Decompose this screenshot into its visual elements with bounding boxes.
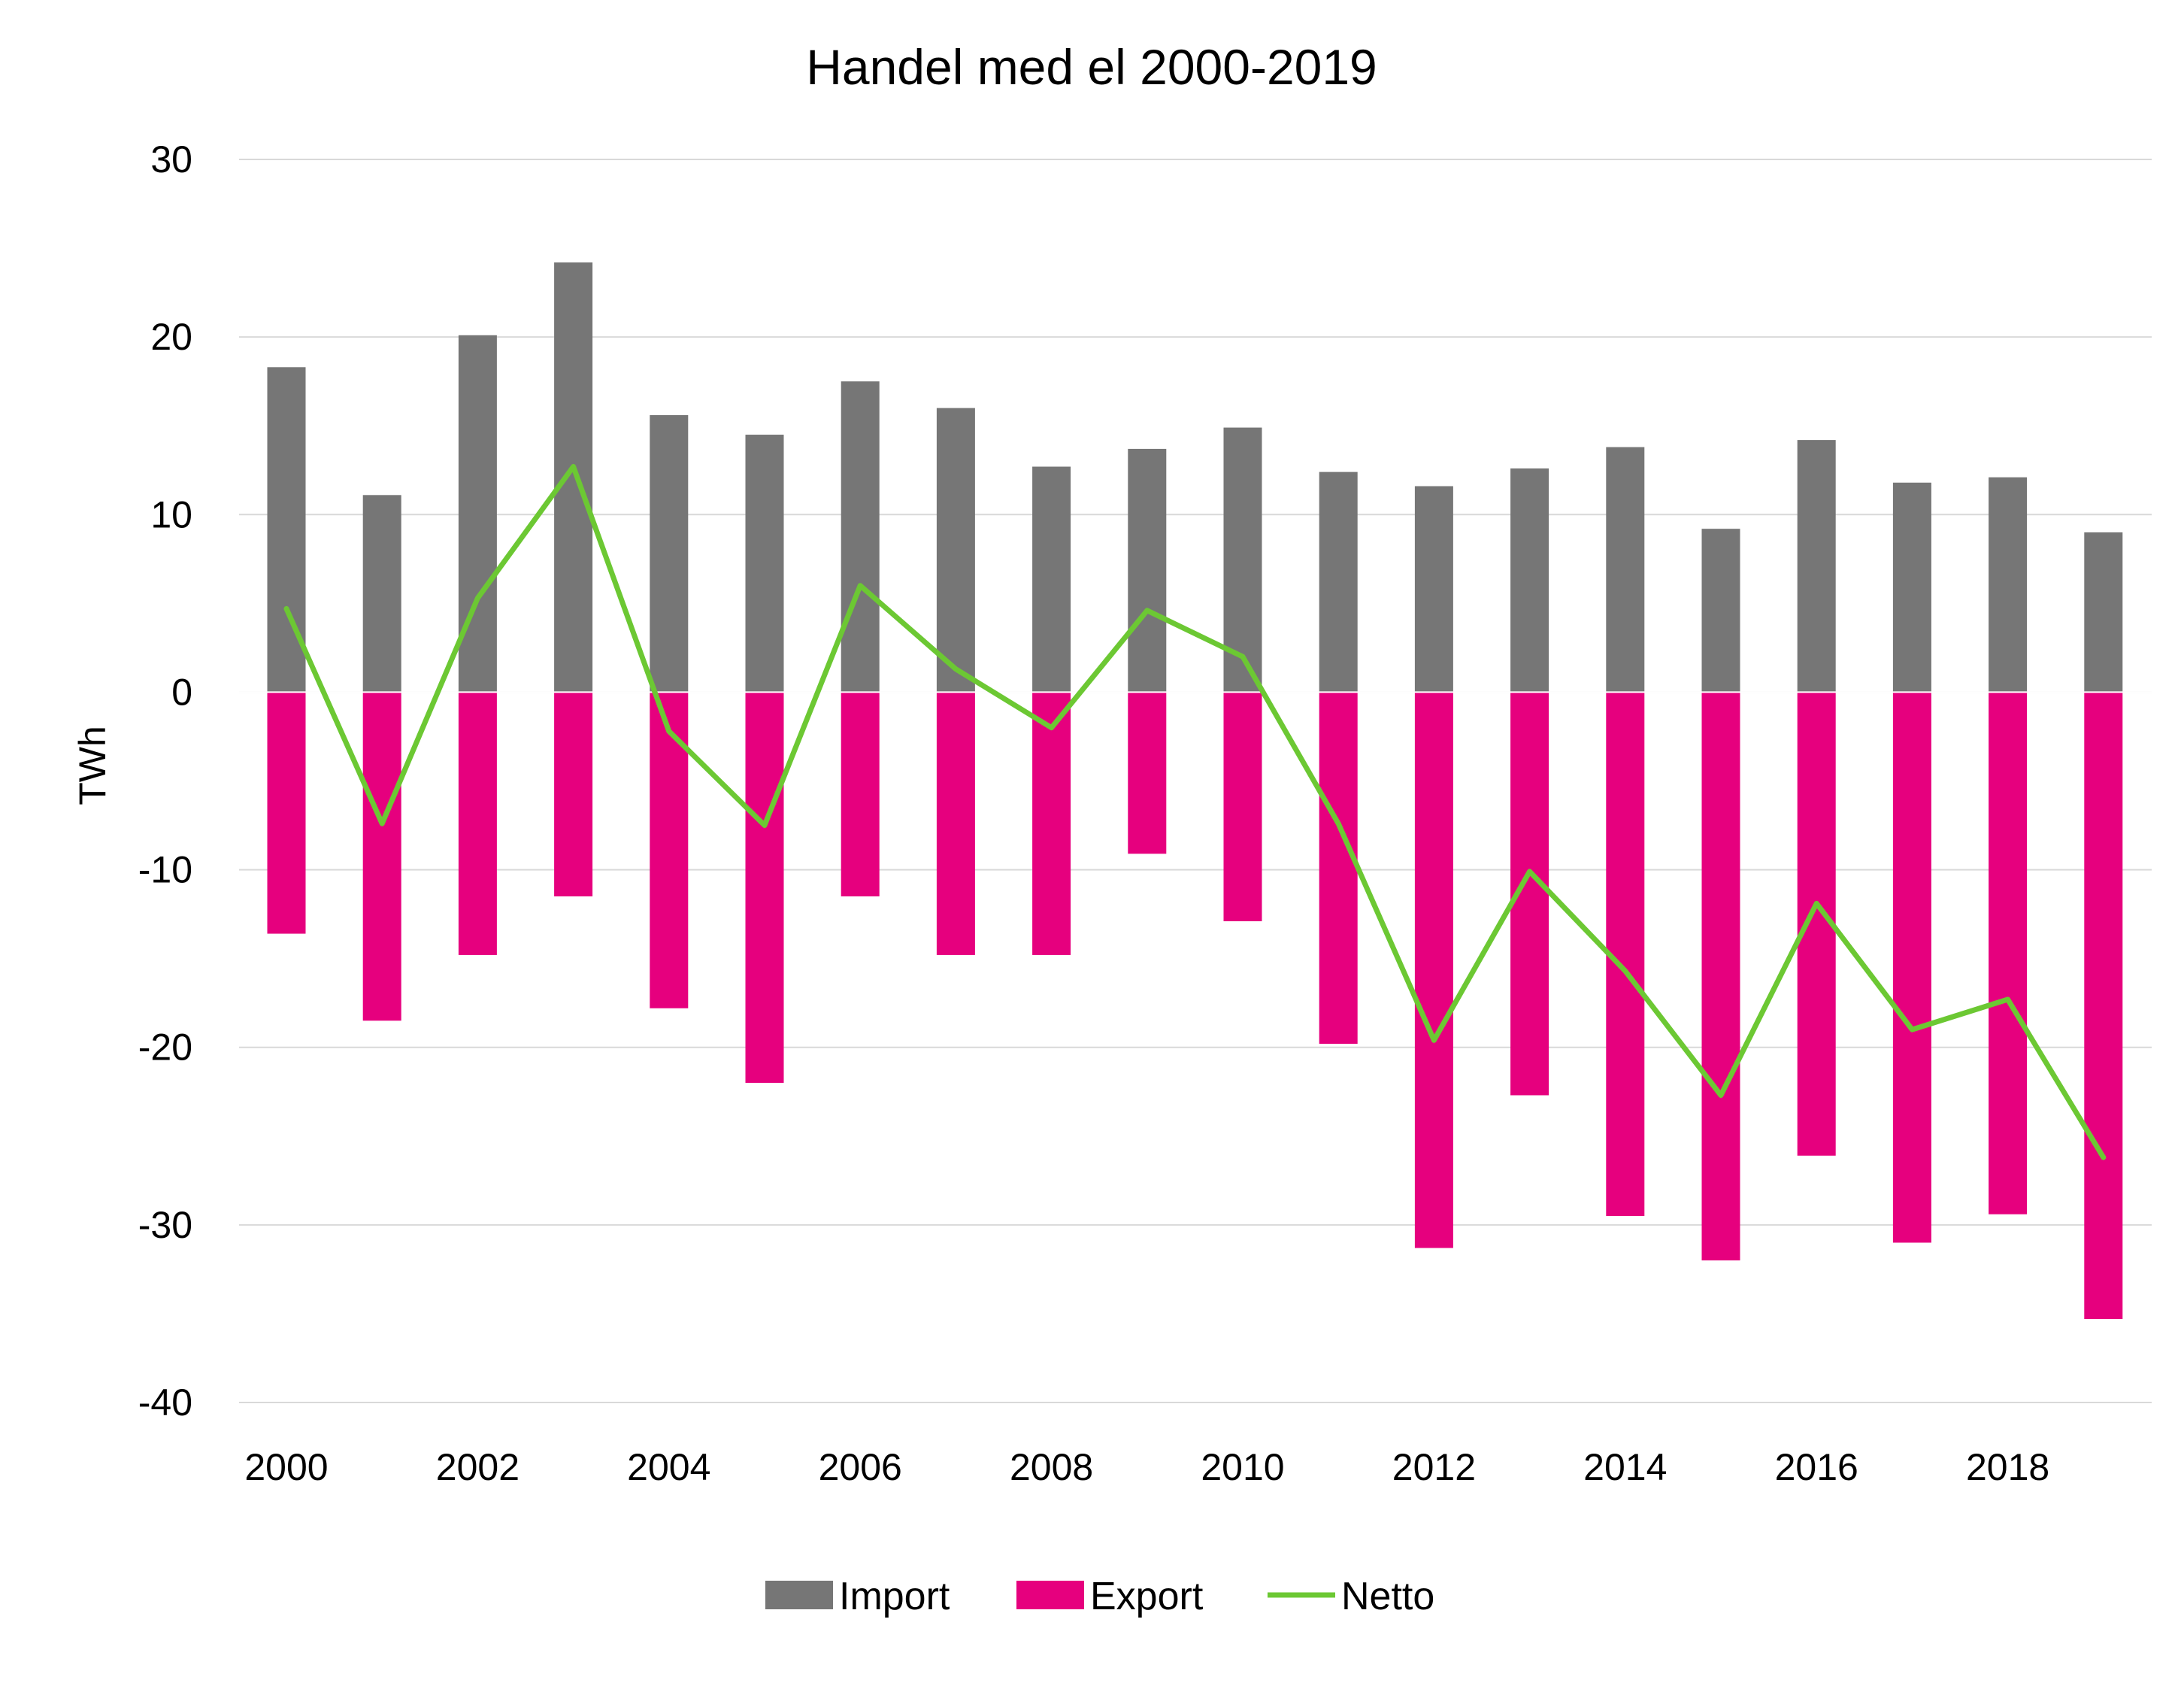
import-bar-2008 xyxy=(1032,466,1071,693)
legend-label-netto: Netto xyxy=(1341,1575,1434,1618)
y-tick-label: 30 xyxy=(150,138,192,180)
y-tick-label: 10 xyxy=(150,493,192,535)
chart-title: Handel med el 2000-2019 xyxy=(806,39,1377,95)
import-bar-2013 xyxy=(1510,468,1549,693)
y-tick-label: 0 xyxy=(171,671,192,713)
import-bar-2019 xyxy=(2084,532,2123,693)
x-tick-label: 2008 xyxy=(1010,1446,1093,1488)
y-tick-label: -20 xyxy=(138,1026,192,1069)
netto-line xyxy=(283,464,2107,1160)
x-tick-label: 2018 xyxy=(1966,1446,2049,1488)
x-tick-label: 2004 xyxy=(627,1446,710,1488)
legend-label-import: Import xyxy=(839,1575,950,1618)
import-bar-2007 xyxy=(936,408,975,693)
import-bar-2015 xyxy=(1701,529,1740,693)
import-bar-2018 xyxy=(1989,477,2028,693)
y-tick-label: 20 xyxy=(150,316,192,358)
import-bar-2012 xyxy=(1414,486,1453,693)
legend-label-export: Export xyxy=(1090,1575,1204,1618)
import-bar-2017 xyxy=(1892,482,1931,693)
x-tick-label: 2012 xyxy=(1392,1446,1476,1488)
bars xyxy=(239,262,2152,1320)
export-bar-2007 xyxy=(936,692,975,955)
x-tick-label: 2006 xyxy=(819,1446,902,1488)
netto-line-group xyxy=(283,464,2107,1160)
import-bar-2003 xyxy=(554,262,593,693)
grid-lines xyxy=(239,159,2152,1403)
x-tick-label: 2016 xyxy=(1775,1446,1858,1488)
x-tick-label: 2010 xyxy=(1201,1446,1284,1488)
x-tick-label: 2000 xyxy=(244,1446,328,1488)
import-bar-2002 xyxy=(458,335,497,693)
export-bar-2009 xyxy=(1128,692,1167,854)
export-bar-2011 xyxy=(1319,692,1358,1044)
y-tick-label: -10 xyxy=(138,849,192,891)
export-bar-2017 xyxy=(1892,692,1931,1243)
import-bar-2004 xyxy=(650,415,689,693)
export-bar-2018 xyxy=(1989,692,2028,1214)
x-tick-label: 2002 xyxy=(436,1446,519,1488)
x-tick-label: 2014 xyxy=(1583,1446,1667,1488)
y-tick-label: -30 xyxy=(138,1204,192,1246)
export-bar-2015 xyxy=(1701,692,1740,1261)
import-bar-2009 xyxy=(1128,448,1167,693)
export-bar-2002 xyxy=(458,692,497,955)
import-bar-2006 xyxy=(841,381,880,693)
legend: Import Export Netto xyxy=(765,1575,1434,1618)
legend-swatch-export xyxy=(1016,1581,1084,1609)
import-bar-2005 xyxy=(745,435,784,693)
export-bar-2004 xyxy=(650,692,689,1008)
export-bar-2012 xyxy=(1414,692,1453,1248)
export-bar-2019 xyxy=(2084,692,2123,1320)
y-axis-label: TWh xyxy=(71,726,114,805)
y-axis-ticks: 30 20 10 0 -10 -20 -30 -40 xyxy=(138,138,192,1424)
import-bar-2016 xyxy=(1797,440,1836,693)
export-bar-2010 xyxy=(1223,692,1262,922)
export-bar-2000 xyxy=(267,692,306,934)
import-bar-2014 xyxy=(1606,447,1645,693)
y-tick-label: -40 xyxy=(138,1381,192,1424)
export-bar-2008 xyxy=(1032,692,1071,955)
export-bar-2001 xyxy=(362,692,401,1021)
legend-swatch-import xyxy=(765,1581,833,1609)
export-bar-2003 xyxy=(554,692,593,896)
x-axis-ticks: 2000 2002 2004 2006 2008 2010 2012 2014 2016 2018 xyxy=(244,1446,2049,1488)
import-bar-2001 xyxy=(362,495,401,693)
import-bar-2011 xyxy=(1319,472,1358,693)
export-bar-2005 xyxy=(745,692,784,1083)
export-bar-2006 xyxy=(841,692,880,896)
